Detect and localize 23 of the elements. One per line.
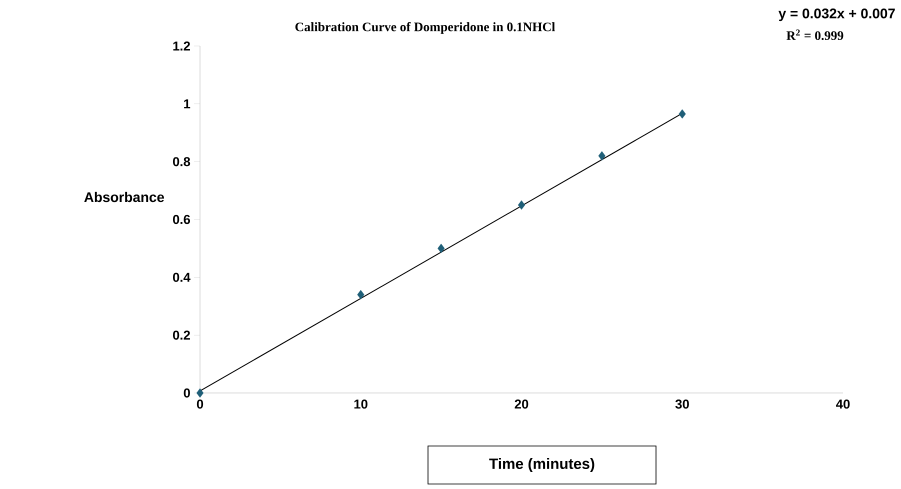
x-tick-label: 40 (836, 400, 850, 409)
y-tick-label: 1.2 (173, 41, 190, 51)
text: y = 0.032x + 0.007 (778, 8, 895, 22)
y-axis-title: Absorbance (84, 192, 164, 202)
point (357, 290, 364, 300)
point (438, 244, 445, 254)
y-tick-label: 0.8 (173, 157, 190, 166)
y-tick-label: 0.2 (173, 330, 190, 340)
point (196, 388, 204, 398)
point (678, 109, 686, 119)
x-tick-label: 30 (675, 400, 689, 409)
y-tick-label: 0.6 (173, 214, 190, 224)
point (518, 200, 526, 210)
chart-title: Calibration Curve of Domperidone in 0.1NHCl (295, 22, 556, 34)
y-tick-label: 0 (184, 388, 190, 398)
point (598, 151, 606, 161)
y-tick-label: 1 (184, 99, 190, 108)
text: R$^{2}$ = 0.999 (786, 30, 844, 40)
x-tick-label: 10 (354, 400, 368, 409)
y-tick-label: 0.4 (173, 272, 190, 282)
x-tick-label: 20 (514, 400, 528, 409)
x-tick-label: 0 (196, 400, 204, 409)
x-axis-title: Time (minutes) (489, 458, 594, 472)
